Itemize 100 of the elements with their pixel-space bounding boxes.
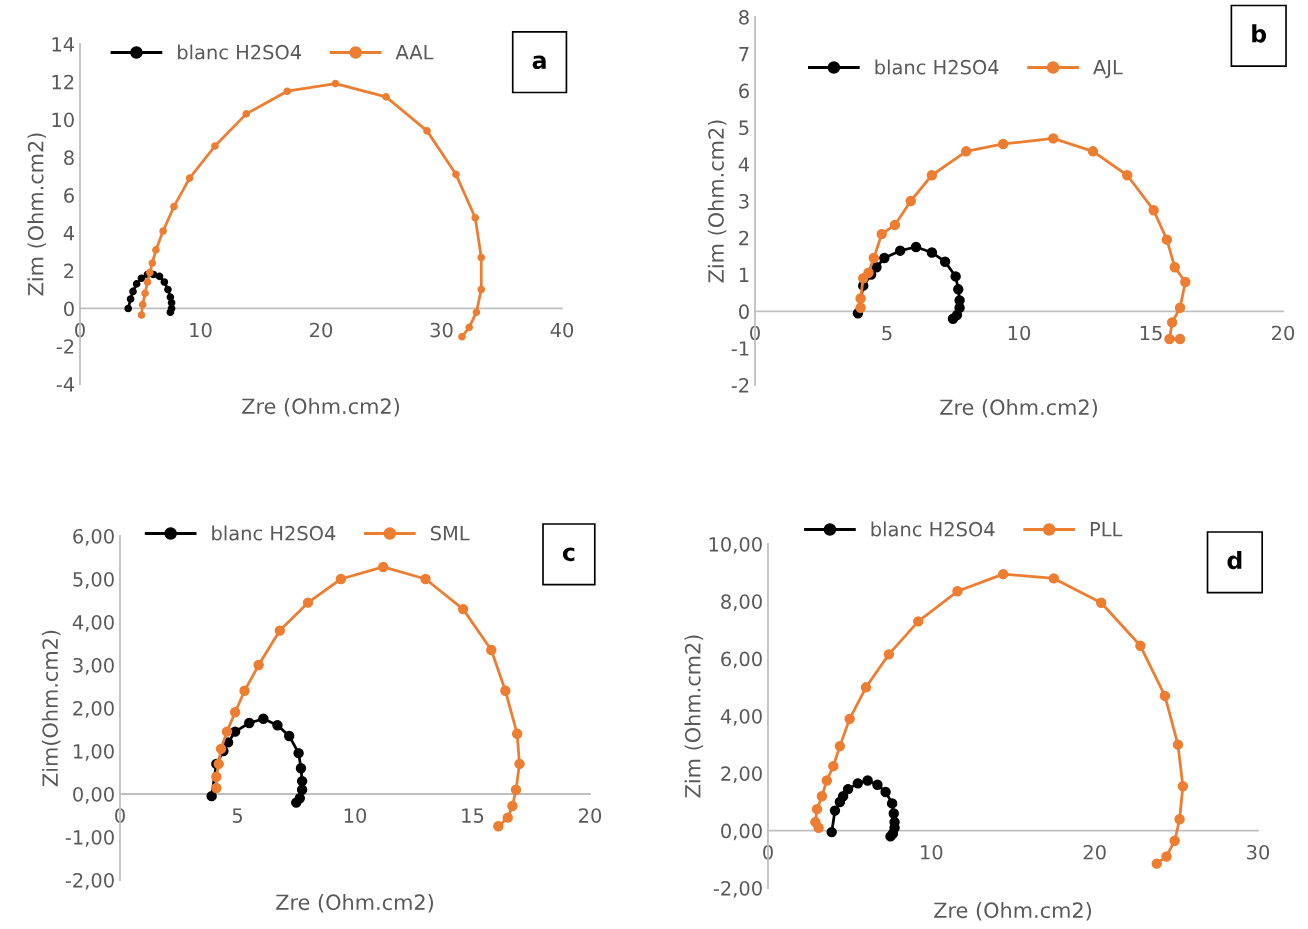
point bbox=[811, 803, 823, 815]
legend-label: AJL bbox=[1093, 60, 1123, 79]
y-tick-label: 10 bbox=[52, 112, 74, 128]
point bbox=[1048, 573, 1060, 584]
point bbox=[837, 791, 849, 802]
point bbox=[862, 775, 873, 786]
point bbox=[170, 202, 178, 211]
point bbox=[829, 805, 841, 816]
point bbox=[148, 259, 157, 267]
x-axis-title: Zre (Ohm.cm2) bbox=[242, 398, 399, 417]
point bbox=[1122, 170, 1133, 181]
point bbox=[423, 127, 431, 135]
point bbox=[876, 228, 887, 240]
point bbox=[465, 323, 474, 332]
point bbox=[155, 272, 164, 281]
y-tick-label: 2 bbox=[64, 263, 74, 279]
y-tick-label: 0,00 bbox=[73, 786, 114, 804]
y-tick-label: 1,00 bbox=[73, 743, 114, 761]
point bbox=[872, 779, 883, 791]
point bbox=[293, 747, 304, 759]
point bbox=[947, 313, 959, 324]
point bbox=[1174, 302, 1186, 313]
point bbox=[1161, 851, 1172, 862]
point bbox=[939, 256, 951, 267]
point bbox=[132, 280, 141, 288]
y-tick-label: 4 bbox=[738, 157, 750, 172]
x-tick-label: 30 bbox=[430, 322, 453, 338]
point bbox=[258, 713, 269, 724]
point bbox=[1135, 640, 1146, 651]
x-tick-label: 20 bbox=[1083, 844, 1106, 860]
point bbox=[211, 782, 222, 794]
point bbox=[913, 616, 924, 627]
point bbox=[926, 247, 938, 258]
x-axis-title: Zre (Ohm.cm2) bbox=[934, 902, 1091, 921]
point bbox=[126, 295, 135, 303]
x-tick-label: 20 bbox=[579, 808, 602, 823]
x-tick-label: 20 bbox=[310, 322, 333, 338]
y-tick-label: 6,00 bbox=[721, 651, 762, 669]
point bbox=[1166, 317, 1178, 328]
y-tick-label: 1 bbox=[739, 267, 749, 282]
point bbox=[253, 659, 264, 671]
y-tick-label: 6 bbox=[64, 188, 74, 203]
point bbox=[821, 775, 833, 786]
point bbox=[124, 304, 133, 313]
x-tick-label: 0 bbox=[763, 844, 773, 860]
y-tick-label: 4,00 bbox=[720, 708, 762, 726]
point bbox=[377, 561, 389, 573]
x-tick-label: 10 bbox=[344, 808, 367, 823]
point bbox=[500, 685, 511, 697]
x-axis-title: Zre (Ohm.cm2) bbox=[276, 894, 433, 913]
point bbox=[1169, 262, 1180, 273]
y-tick-label: 2,00 bbox=[721, 766, 762, 783]
y-tick-label: 4 bbox=[63, 226, 75, 241]
point bbox=[1087, 146, 1099, 157]
y-tick-label: -4 bbox=[56, 377, 75, 392]
x-tick-label: 15 bbox=[1140, 325, 1162, 341]
legend-label: blanc H2SO4 bbox=[178, 44, 302, 60]
point bbox=[507, 800, 518, 812]
point bbox=[221, 726, 233, 737]
y-tick-label: -2 bbox=[731, 377, 749, 393]
point bbox=[141, 289, 149, 298]
point bbox=[1048, 133, 1059, 144]
point bbox=[185, 174, 194, 182]
point bbox=[137, 311, 146, 319]
y-axis-title: Zim (Ohm.cm2) bbox=[684, 635, 704, 798]
y-tick-label: 6 bbox=[739, 83, 749, 99]
point bbox=[1161, 234, 1173, 245]
point bbox=[457, 603, 469, 615]
point bbox=[888, 808, 899, 819]
point bbox=[242, 110, 251, 118]
point bbox=[910, 241, 922, 253]
point bbox=[382, 93, 390, 101]
point bbox=[842, 783, 854, 795]
point bbox=[860, 682, 872, 693]
annotation: c bbox=[562, 547, 575, 562]
point bbox=[477, 253, 486, 262]
point bbox=[1172, 739, 1184, 750]
legend-label: AAL bbox=[395, 45, 434, 60]
point bbox=[160, 278, 169, 286]
point bbox=[159, 227, 167, 235]
point bbox=[486, 644, 497, 656]
point bbox=[844, 713, 855, 725]
point bbox=[283, 730, 295, 742]
y-tick-label: 12 bbox=[52, 74, 74, 90]
point bbox=[458, 332, 466, 341]
point bbox=[335, 573, 347, 585]
legend-label: blanc H2SO4 bbox=[212, 525, 336, 541]
point bbox=[868, 252, 880, 264]
point bbox=[883, 649, 895, 660]
x-tick-label: 10 bbox=[921, 844, 943, 860]
x-axis-title: Zre (Ohm.cm2) bbox=[940, 399, 1097, 418]
x-tick-label: 40 bbox=[550, 322, 574, 338]
point bbox=[166, 308, 175, 317]
legend-label: SML bbox=[430, 525, 470, 541]
point bbox=[211, 142, 219, 150]
point bbox=[511, 728, 523, 740]
point bbox=[834, 740, 846, 752]
y-tick-label: 2 bbox=[739, 230, 749, 246]
point bbox=[152, 246, 160, 254]
point bbox=[816, 791, 828, 802]
